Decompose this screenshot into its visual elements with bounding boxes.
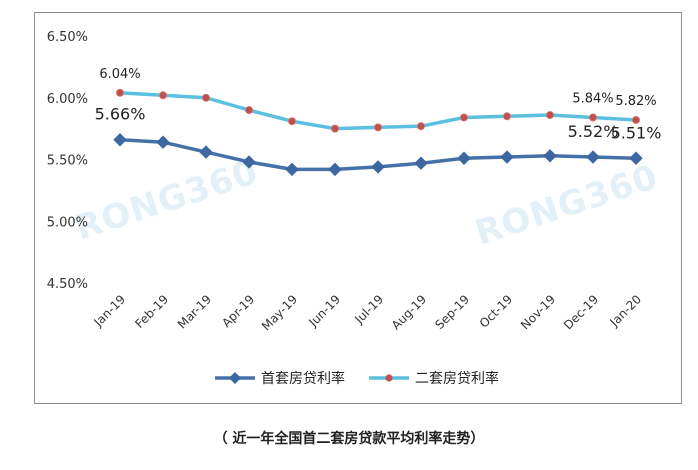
- data-point-circle: [632, 115, 641, 124]
- x-tick-label: Oct-19: [477, 292, 515, 330]
- legend-marker-circle: [385, 374, 393, 382]
- data-point-diamond: [328, 162, 342, 177]
- data-point-diamond: [500, 150, 514, 164]
- chart-caption: （ 近一年全国首二套房贷款平均利率走势）: [213, 431, 485, 447]
- data-point-circle: [201, 93, 210, 102]
- x-tick-label: Jan-20: [607, 292, 645, 330]
- data-label: 5.82%: [615, 94, 656, 109]
- x-tick-label: Jul-19: [351, 292, 386, 327]
- series-line-1: [119, 91, 637, 131]
- x-tick-label: Feb-19: [132, 292, 171, 331]
- data-label: 5.51%: [611, 123, 662, 142]
- x-tick-label: Dec-19: [561, 292, 601, 332]
- y-tick-label: 5.50%: [47, 154, 88, 169]
- data-point-diamond: [586, 150, 600, 164]
- data-point-circle: [158, 91, 167, 100]
- y-tick-label: 5.00%: [47, 215, 88, 230]
- data-point-circle: [373, 123, 382, 132]
- data-point-diamond: [242, 155, 256, 169]
- x-tick-label: Nov-19: [518, 292, 558, 332]
- data-point-circle: [330, 124, 339, 133]
- x-tick-label: Apr-19: [219, 292, 257, 330]
- data-point-diamond: [156, 135, 170, 149]
- legend-marker-diamond: [229, 372, 241, 384]
- data-point-circle: [589, 113, 598, 122]
- chart-frame: [34, 12, 682, 404]
- data-point-circle: [244, 106, 253, 115]
- watermark-left: RONG360: [70, 152, 263, 249]
- x-tick-label: Aug-19: [389, 292, 429, 332]
- data-point-diamond: [543, 149, 557, 163]
- data-label: 6.04%: [99, 67, 140, 82]
- legend-label-0: 首套房贷利率: [261, 370, 345, 387]
- y-tick-label: 6.50%: [47, 30, 88, 45]
- data-point-circle: [502, 112, 511, 121]
- data-point-diamond: [414, 156, 428, 170]
- x-tick-label: Jan-19: [91, 292, 129, 330]
- data-point-diamond: [629, 151, 643, 165]
- data-point-circle: [116, 88, 125, 97]
- x-tick-label: Mar-19: [175, 292, 214, 331]
- x-tick-label: Jun-19: [305, 292, 343, 330]
- x-tick-label: Sep-19: [432, 292, 472, 332]
- data-point-diamond: [371, 160, 385, 174]
- data-point-diamond: [285, 162, 299, 177]
- data-point-circle: [287, 117, 296, 126]
- data-point-diamond: [113, 133, 127, 147]
- legend-label-1: 二套房贷利率: [415, 370, 499, 387]
- x-tick-label: May-19: [259, 292, 300, 333]
- data-label: 5.52%: [568, 122, 619, 141]
- data-point-circle: [416, 122, 425, 131]
- data-point-circle: [459, 113, 468, 122]
- data-point-diamond: [457, 151, 471, 165]
- y-tick-label: 4.50%: [47, 277, 88, 292]
- data-label: 5.84%: [572, 92, 613, 107]
- data-point-circle: [546, 111, 555, 120]
- watermark-right: RONG360: [470, 157, 663, 254]
- y-tick-label: 6.00%: [47, 92, 88, 107]
- data-point-diamond: [199, 145, 213, 159]
- data-label: 5.66%: [95, 105, 146, 124]
